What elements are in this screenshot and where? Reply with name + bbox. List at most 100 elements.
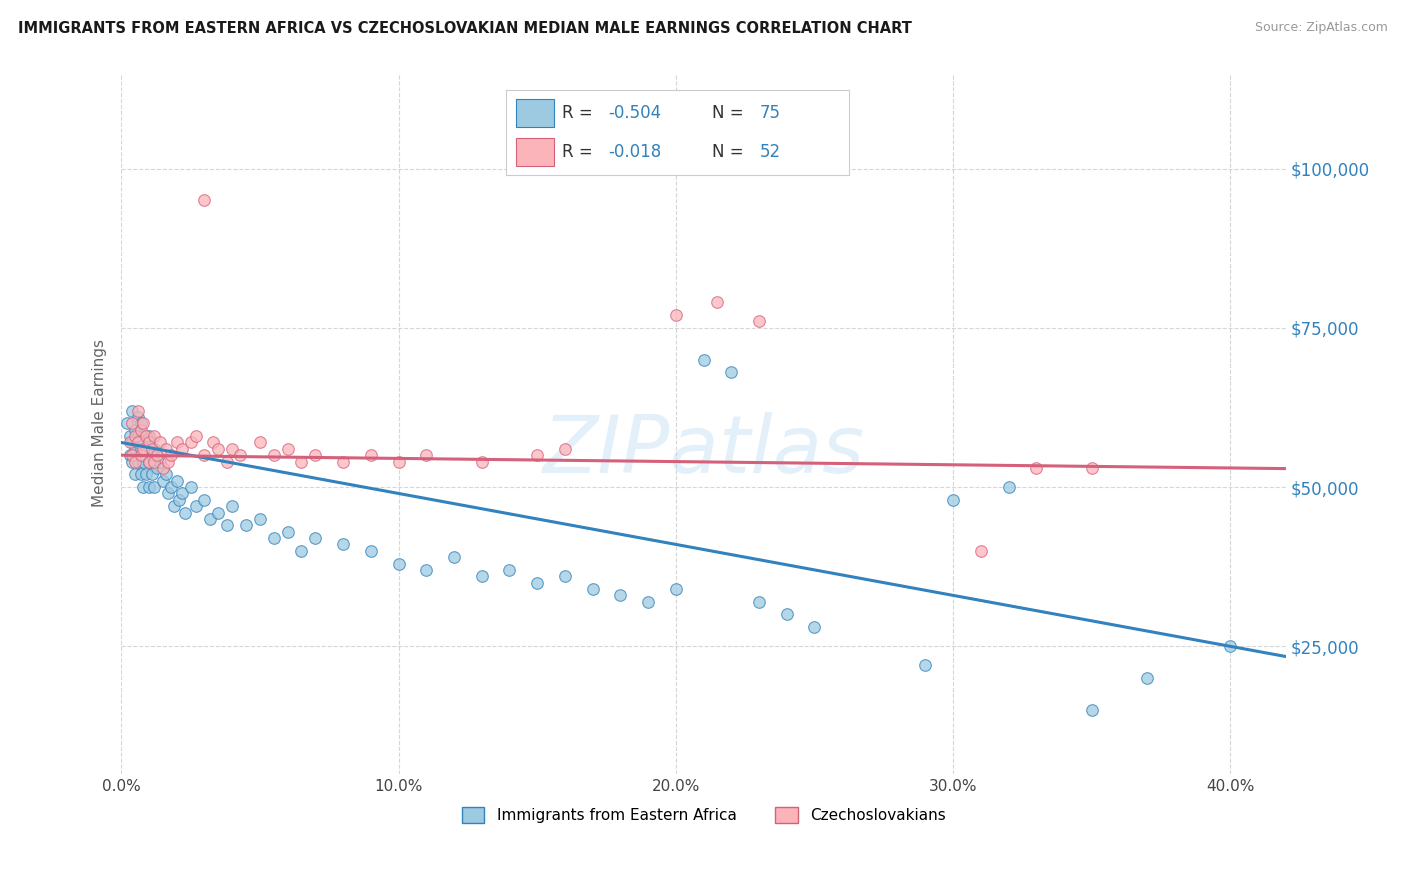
Point (124, 429, 146, 443)
Point (138, 454, 160, 468)
Point (692, 352, 714, 367)
Point (290, 454, 312, 468)
Point (748, 595, 770, 609)
Point (235, 518, 257, 533)
Point (914, 658, 936, 673)
Point (160, 480, 183, 494)
Point (193, 492, 215, 507)
Point (146, 461, 169, 475)
Point (152, 461, 174, 475)
Point (720, 365, 742, 379)
Point (127, 454, 149, 468)
Point (121, 435, 143, 450)
Point (163, 499, 186, 513)
Point (129, 423, 152, 437)
Point (121, 448, 143, 462)
Point (172, 442, 194, 456)
Point (149, 435, 172, 450)
Point (143, 480, 166, 494)
Point (471, 569, 494, 583)
Point (184, 499, 207, 513)
Point (582, 582, 605, 596)
Point (415, 448, 437, 462)
Point (124, 467, 146, 482)
Point (127, 429, 149, 443)
Point (1219, 640, 1241, 654)
Text: ZIPatlas: ZIPatlas (543, 412, 865, 491)
Point (138, 429, 160, 443)
Point (180, 435, 202, 450)
Point (132, 442, 155, 456)
Point (215, 454, 238, 468)
Point (387, 557, 409, 571)
Text: IMMIGRANTS FROM EASTERN AFRICA VS CZECHOSLOVAKIAN MEDIAN MALE EARNINGS CORRELATI: IMMIGRANTS FROM EASTERN AFRICA VS CZECHO… (18, 21, 912, 36)
Point (127, 403, 149, 417)
Point (135, 429, 157, 443)
Point (304, 448, 326, 462)
Point (127, 435, 149, 450)
Point (942, 492, 965, 507)
Point (997, 480, 1019, 494)
Point (157, 454, 180, 468)
Point (132, 417, 155, 431)
Point (1081, 703, 1104, 717)
Point (249, 435, 271, 450)
Point (129, 417, 152, 431)
Point (229, 448, 252, 462)
Point (138, 435, 160, 450)
Point (143, 429, 166, 443)
Point (184, 429, 207, 443)
Point (121, 417, 143, 431)
Point (526, 448, 548, 462)
Point (155, 467, 177, 482)
Point (526, 575, 548, 590)
Point (221, 499, 243, 513)
Point (121, 403, 143, 417)
Point (121, 454, 143, 468)
Point (129, 442, 152, 456)
Point (665, 582, 688, 596)
Point (132, 480, 155, 494)
Point (141, 448, 163, 462)
Point (1136, 671, 1159, 685)
Point (443, 550, 465, 565)
Text: Source: ZipAtlas.com: Source: ZipAtlas.com (1254, 21, 1388, 34)
Point (198, 512, 221, 526)
Point (138, 480, 160, 494)
Point (115, 417, 138, 431)
Point (157, 486, 180, 500)
Point (498, 563, 520, 577)
Point (387, 454, 409, 468)
Point (135, 467, 157, 482)
Point (118, 435, 141, 450)
Point (149, 454, 172, 468)
Point (1081, 461, 1104, 475)
Point (132, 454, 155, 468)
Point (360, 448, 382, 462)
Point (124, 442, 146, 456)
Point (304, 531, 326, 545)
Point (143, 442, 166, 456)
Point (174, 506, 197, 520)
Point (609, 588, 631, 602)
Point (193, 448, 215, 462)
Point (706, 295, 728, 310)
Point (127, 409, 149, 424)
Point (263, 448, 285, 462)
Point (193, 194, 215, 208)
Point (141, 442, 163, 456)
Point (637, 595, 659, 609)
Point (129, 448, 152, 462)
Point (290, 543, 312, 558)
Point (471, 454, 494, 468)
Point (332, 537, 354, 551)
Point (129, 467, 152, 482)
Point (124, 454, 146, 468)
Point (118, 448, 141, 462)
Point (166, 474, 188, 488)
Point (169, 492, 191, 507)
Point (201, 435, 224, 450)
Point (124, 423, 146, 437)
Point (160, 448, 183, 462)
Point (146, 448, 169, 462)
